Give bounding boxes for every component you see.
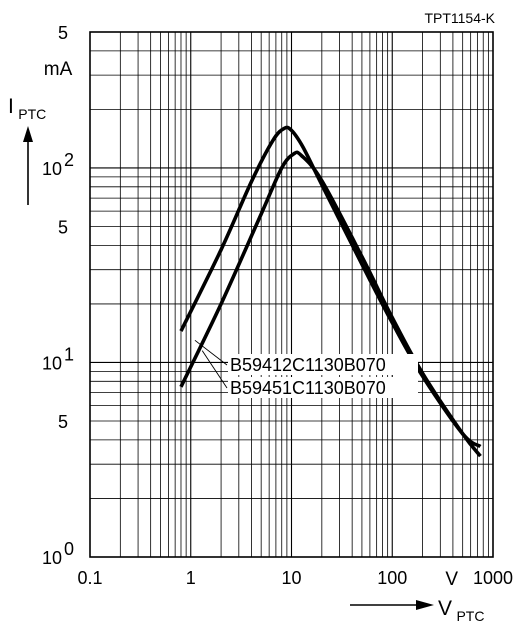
series-label-bg-1 [228, 354, 418, 375]
x-tick-label: 1000 [473, 568, 513, 588]
series-leader-line-1 [194, 339, 228, 366]
y-tick-label-exponent: 2 [64, 150, 74, 170]
series-label-bg-2 [228, 377, 418, 398]
y-axis-symbol-sub: PTC [18, 106, 46, 122]
series-layer [179, 125, 482, 458]
x-tick-label: 10 [281, 568, 301, 588]
x-tick-label: 1 [186, 568, 196, 588]
y-tick-label: 5 [58, 23, 68, 43]
series-label-2: B59451C1130B070 [230, 378, 386, 398]
y-axis-arrow [23, 126, 33, 205]
x-axis-symbol-main: V [438, 597, 452, 620]
plot-frame [89, 31, 494, 558]
figure-id: TPT1154-K [424, 10, 495, 26]
series-line-1 [179, 125, 482, 449]
y-tick-label: 10 [42, 548, 62, 568]
x-axis-symbol-sub: PTC [456, 608, 484, 624]
x-axis-arrow [350, 600, 434, 610]
series-leader-line-2 [201, 350, 228, 389]
grid [89, 31, 494, 558]
annotations: B59412C1130B070 B59451C1130B070 [194, 339, 418, 398]
x-axis-unit: V [445, 569, 458, 590]
series-label-1: B59412C1130B070 [230, 355, 386, 375]
y-tick-label: 5 [58, 218, 68, 238]
series-line-2 [179, 150, 482, 458]
y-tick-label-exponent: 0 [64, 539, 74, 559]
y-axis-unit: mA [44, 59, 73, 80]
y-tick-label: 5 [58, 412, 68, 432]
y-tick-label-exponent: 1 [64, 344, 74, 364]
x-tick-label: 100 [377, 568, 407, 588]
y-axis-symbol: I PTC [8, 95, 46, 122]
x-axis-symbol: V PTC [438, 597, 484, 624]
y-tick-label: 10 [42, 353, 62, 373]
y-tick-label: 10 [42, 159, 62, 179]
x-tick-label: 0.1 [77, 568, 102, 588]
y-axis-symbol-main: I [8, 95, 14, 118]
